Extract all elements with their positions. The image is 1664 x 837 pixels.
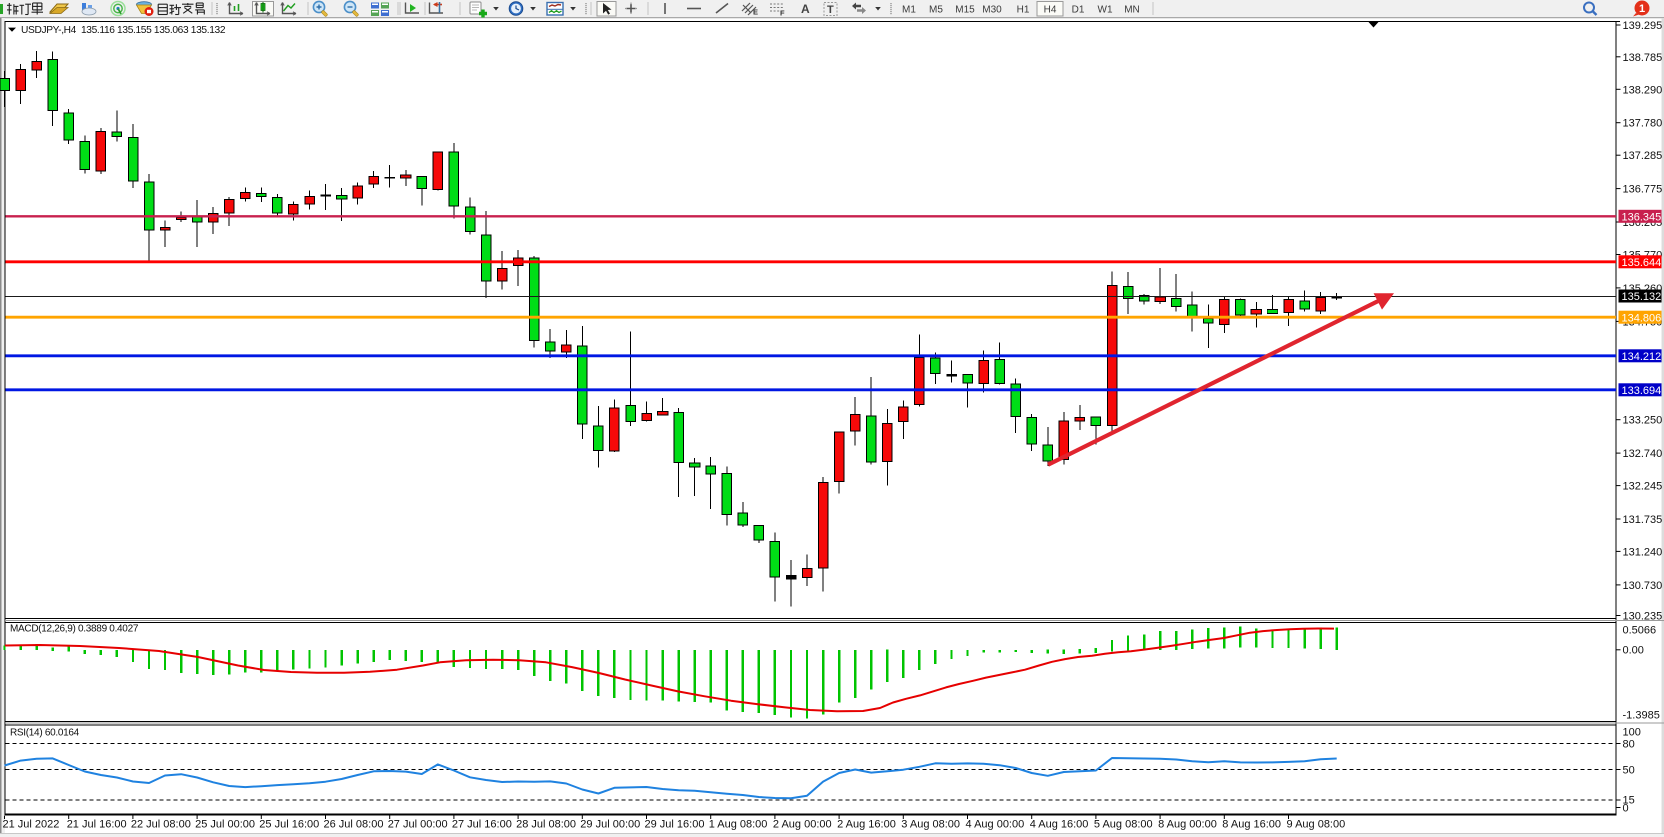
- svg-text:138.290: 138.290: [1623, 84, 1663, 96]
- svg-text:137.780: 137.780: [1623, 118, 1663, 130]
- svg-text:21 Jul 16:00: 21 Jul 16:00: [67, 819, 127, 831]
- svg-text:2 Aug 16:00: 2 Aug 16:00: [837, 819, 896, 831]
- svg-text:USDJPY-,H4 135.116 135.155 13: USDJPY-,H4 135.116 135.155 135.063 135.1…: [21, 25, 226, 36]
- svg-text:D1: D1: [1072, 5, 1085, 16]
- svg-text:1 Aug 08:00: 1 Aug 08:00: [709, 819, 768, 831]
- svg-text:50: 50: [1623, 765, 1635, 777]
- svg-text:T: T: [827, 4, 834, 16]
- svg-text:M30: M30: [982, 5, 1002, 16]
- svg-text:131.240: 131.240: [1623, 546, 1663, 558]
- svg-text:RSI(14) 60.0164: RSI(14) 60.0164: [10, 728, 80, 739]
- svg-text:29 Jul 16:00: 29 Jul 16:00: [645, 819, 705, 831]
- svg-text:25 Jul 16:00: 25 Jul 16:00: [259, 819, 319, 831]
- svg-text:F: F: [780, 9, 785, 18]
- svg-text:133.250: 133.250: [1623, 415, 1663, 427]
- svg-text:28 Jul 08:00: 28 Jul 08:00: [516, 819, 576, 831]
- svg-text:26 Jul 08:00: 26 Jul 08:00: [324, 819, 384, 831]
- svg-text:8 Aug 00:00: 8 Aug 00:00: [1158, 819, 1217, 831]
- svg-text:M5: M5: [929, 5, 943, 16]
- svg-text:W1: W1: [1098, 5, 1113, 16]
- svg-text:130.235: 130.235: [1623, 611, 1663, 623]
- svg-text:9 Aug 08:00: 9 Aug 08:00: [1287, 819, 1346, 831]
- svg-text:M1: M1: [902, 5, 916, 16]
- svg-text:2 Aug 00:00: 2 Aug 00:00: [773, 819, 832, 831]
- svg-text:135.644: 135.644: [1622, 257, 1662, 269]
- svg-text:136.345: 136.345: [1622, 212, 1662, 224]
- svg-text:27 Jul 16:00: 27 Jul 16:00: [452, 819, 512, 831]
- svg-text:0.00: 0.00: [1623, 645, 1644, 657]
- svg-text:0.5066: 0.5066: [1623, 625, 1657, 637]
- svg-text:-1.3985: -1.3985: [1623, 710, 1660, 722]
- svg-text:132.740: 132.740: [1623, 448, 1663, 460]
- svg-text:27 Jul 00:00: 27 Jul 00:00: [388, 819, 448, 831]
- svg-text:4 Aug 16:00: 4 Aug 16:00: [1030, 819, 1089, 831]
- svg-text:H4: H4: [1044, 5, 1057, 16]
- svg-text:133.694: 133.694: [1622, 385, 1662, 397]
- svg-text:131.735: 131.735: [1623, 514, 1663, 526]
- svg-text:A: A: [801, 2, 810, 16]
- svg-text:100: 100: [1623, 727, 1641, 739]
- svg-text:0: 0: [1623, 802, 1629, 814]
- svg-text:25 Jul 00:00: 25 Jul 00:00: [195, 819, 255, 831]
- svg-text:22 Jul 08:00: 22 Jul 08:00: [131, 819, 191, 831]
- svg-text:29 Jul 00:00: 29 Jul 00:00: [580, 819, 640, 831]
- svg-text:1: 1: [1639, 3, 1645, 15]
- svg-text:15: 15: [1623, 794, 1635, 806]
- svg-text:MN: MN: [1124, 5, 1140, 16]
- svg-text:E: E: [753, 8, 758, 17]
- svg-text:132.245: 132.245: [1623, 481, 1663, 493]
- svg-text:138.785: 138.785: [1623, 52, 1663, 64]
- svg-text:137.285: 137.285: [1623, 150, 1663, 162]
- svg-text:139.295: 139.295: [1623, 20, 1663, 32]
- svg-text:80: 80: [1623, 739, 1635, 751]
- svg-text:8 Aug 16:00: 8 Aug 16:00: [1222, 819, 1281, 831]
- svg-text:4 Aug 00:00: 4 Aug 00:00: [966, 819, 1025, 831]
- svg-text:H1: H1: [1017, 5, 1030, 16]
- svg-text:3 Aug 08:00: 3 Aug 08:00: [901, 819, 960, 831]
- svg-text:135.132: 135.132: [1622, 291, 1662, 303]
- svg-text:136.775: 136.775: [1623, 184, 1663, 196]
- svg-text:MACD(12,26,9) 0.3889 0.4027: MACD(12,26,9) 0.3889 0.4027: [10, 624, 139, 635]
- svg-text:M15: M15: [955, 5, 975, 16]
- svg-text:130.730: 130.730: [1623, 580, 1663, 592]
- svg-text:5 Aug 08:00: 5 Aug 08:00: [1094, 819, 1153, 831]
- svg-text:21 Jul 2022: 21 Jul 2022: [3, 819, 60, 831]
- svg-text:134.806: 134.806: [1622, 312, 1662, 324]
- svg-text:134.212: 134.212: [1622, 351, 1662, 363]
